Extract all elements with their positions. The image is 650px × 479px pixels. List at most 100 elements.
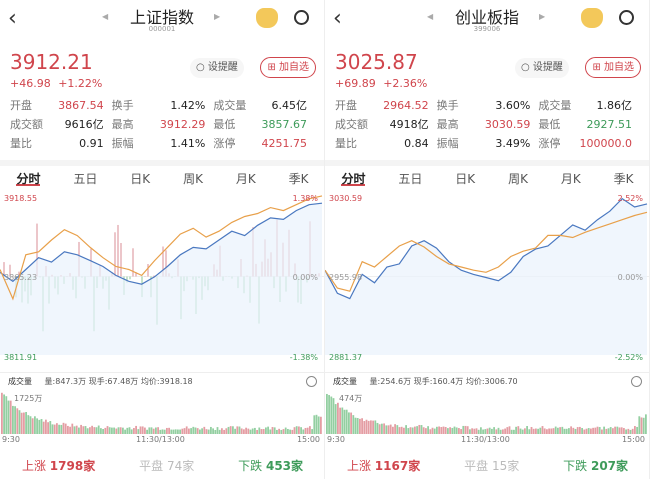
volume-bar — [625, 429, 627, 434]
stat-value: 2964.52 — [383, 99, 429, 112]
add-watchlist-button[interactable]: ⊞ 加自选 — [260, 57, 316, 78]
tab-5[interactable]: 季K — [288, 172, 309, 186]
volume-bar — [269, 429, 272, 434]
volume-bar — [100, 428, 102, 434]
search-icon[interactable] — [294, 10, 309, 25]
settings-icon[interactable] — [631, 376, 642, 387]
tab-5[interactable]: 季K — [613, 172, 634, 186]
volume-bar — [537, 428, 539, 434]
volume-bar — [148, 427, 151, 434]
tab-2[interactable]: 日K — [455, 172, 476, 186]
flat-label: 平盘 — [139, 459, 164, 473]
chart-mid-price: 2955.98 — [329, 273, 363, 282]
volume-bar — [67, 425, 69, 434]
volume-bar — [579, 426, 581, 434]
volume-bar — [546, 429, 548, 434]
volume-bar — [34, 416, 36, 434]
volume-bar — [378, 424, 381, 434]
set-alert-label: 设提醒 — [207, 62, 238, 73]
tab-2[interactable]: 日K — [130, 172, 151, 186]
tab-0[interactable]: 分时 — [16, 172, 41, 186]
chart-mid-price: 3865.23 — [4, 273, 38, 282]
volume-bar — [130, 429, 133, 434]
add-watchlist-label: 加自选 — [279, 62, 309, 73]
volume-total: 量:254.6万 — [369, 377, 412, 386]
intraday-chart[interactable] — [0, 188, 325, 365]
volume-bar — [78, 427, 80, 434]
add-watchlist-button[interactable]: ⊞ 加自选 — [585, 57, 641, 78]
volume-bar — [493, 427, 495, 434]
search-icon[interactable] — [619, 10, 634, 25]
volume-bar — [574, 428, 577, 434]
current-price: 3025.87 — [335, 50, 418, 74]
next-arrow-icon[interactable]: ▶ — [214, 12, 221, 21]
volume-bar — [334, 404, 337, 434]
stat-label: 开盘 — [10, 99, 32, 112]
back-icon[interactable]: ‹ — [8, 6, 17, 31]
time-start: 9:30 — [327, 435, 345, 444]
volume-bar — [330, 396, 333, 434]
volume-selector[interactable]: 成交量 — [333, 377, 357, 386]
back-icon[interactable]: ‹ — [333, 6, 342, 31]
volume-bar — [203, 426, 206, 434]
panel-sh: ‹ ◀ 上证指数 000001 ▶ 3912.21 +46.98 +1.22% … — [0, 0, 325, 479]
volume-bar — [117, 427, 120, 434]
stat-label: 振幅 — [436, 137, 459, 150]
tab-3[interactable]: 周K — [183, 172, 203, 186]
prev-arrow-icon[interactable]: ◀ — [427, 12, 434, 21]
stat-label: 开盘 — [335, 99, 357, 112]
tab-4[interactable]: 月K — [235, 172, 256, 186]
volume-bar — [179, 429, 181, 434]
up-count: 上涨 1798家 — [22, 457, 95, 474]
stat-label: 最低 — [538, 118, 561, 131]
volume-bar — [185, 426, 188, 434]
price-area — [0, 203, 322, 355]
volume-bar — [295, 426, 298, 434]
volume-selector[interactable]: 成交量 — [8, 377, 32, 386]
tab-1[interactable]: 五日 — [73, 172, 98, 186]
stat-label: 涨停 — [538, 137, 561, 150]
tab-1[interactable]: 五日 — [398, 172, 423, 186]
volume-bar — [71, 423, 74, 434]
volume-bar — [58, 424, 60, 434]
tab-0[interactable]: 分时 — [341, 172, 366, 186]
volume-bar — [607, 428, 610, 434]
volume-bar — [352, 415, 355, 434]
volume-bar — [284, 427, 287, 434]
tab-3[interactable]: 周K — [508, 172, 528, 186]
next-arrow-icon[interactable]: ▶ — [539, 12, 546, 21]
stat-item: 最低 2927.51 — [538, 116, 640, 133]
mascot-icon[interactable] — [256, 8, 278, 28]
volume-bar — [124, 429, 126, 434]
set-alert-button[interactable]: ○ 设提醒 — [190, 58, 244, 78]
chart-bottom-pct: -1.38% — [289, 353, 318, 362]
volume-bar — [53, 424, 56, 434]
prev-arrow-icon[interactable]: ◀ — [102, 12, 109, 21]
set-alert-button[interactable]: ○ 设提醒 — [515, 58, 569, 78]
tab-4[interactable]: 月K — [560, 172, 581, 186]
stat-item: 成交额 4918亿 — [335, 116, 437, 133]
intraday-chart[interactable] — [325, 188, 650, 365]
volume-bar — [155, 427, 157, 434]
time-end: 15:00 — [621, 435, 645, 444]
volume-bar — [451, 427, 454, 434]
stat-label: 成交额 — [335, 118, 368, 131]
volume-bar — [25, 412, 27, 434]
volume-bar — [42, 421, 45, 434]
mascot-icon[interactable] — [581, 8, 603, 28]
price-area — [325, 198, 647, 355]
volume-bar — [86, 428, 89, 434]
volume-bar — [376, 422, 379, 434]
volume-bar — [38, 419, 41, 434]
volume-bar — [137, 429, 140, 434]
volume-bar — [440, 427, 443, 434]
volume-bar — [332, 398, 335, 434]
volume-bar — [407, 428, 410, 434]
flat-value: 15家 — [491, 459, 520, 473]
volume-bar — [640, 417, 643, 434]
chart-top-pct: 1.38% — [292, 194, 318, 203]
stat-item: 振幅 3.49% — [437, 135, 539, 152]
flat-count: 平盘 74家 — [139, 457, 194, 474]
settings-icon[interactable] — [306, 376, 317, 387]
volume-bar — [177, 429, 179, 434]
